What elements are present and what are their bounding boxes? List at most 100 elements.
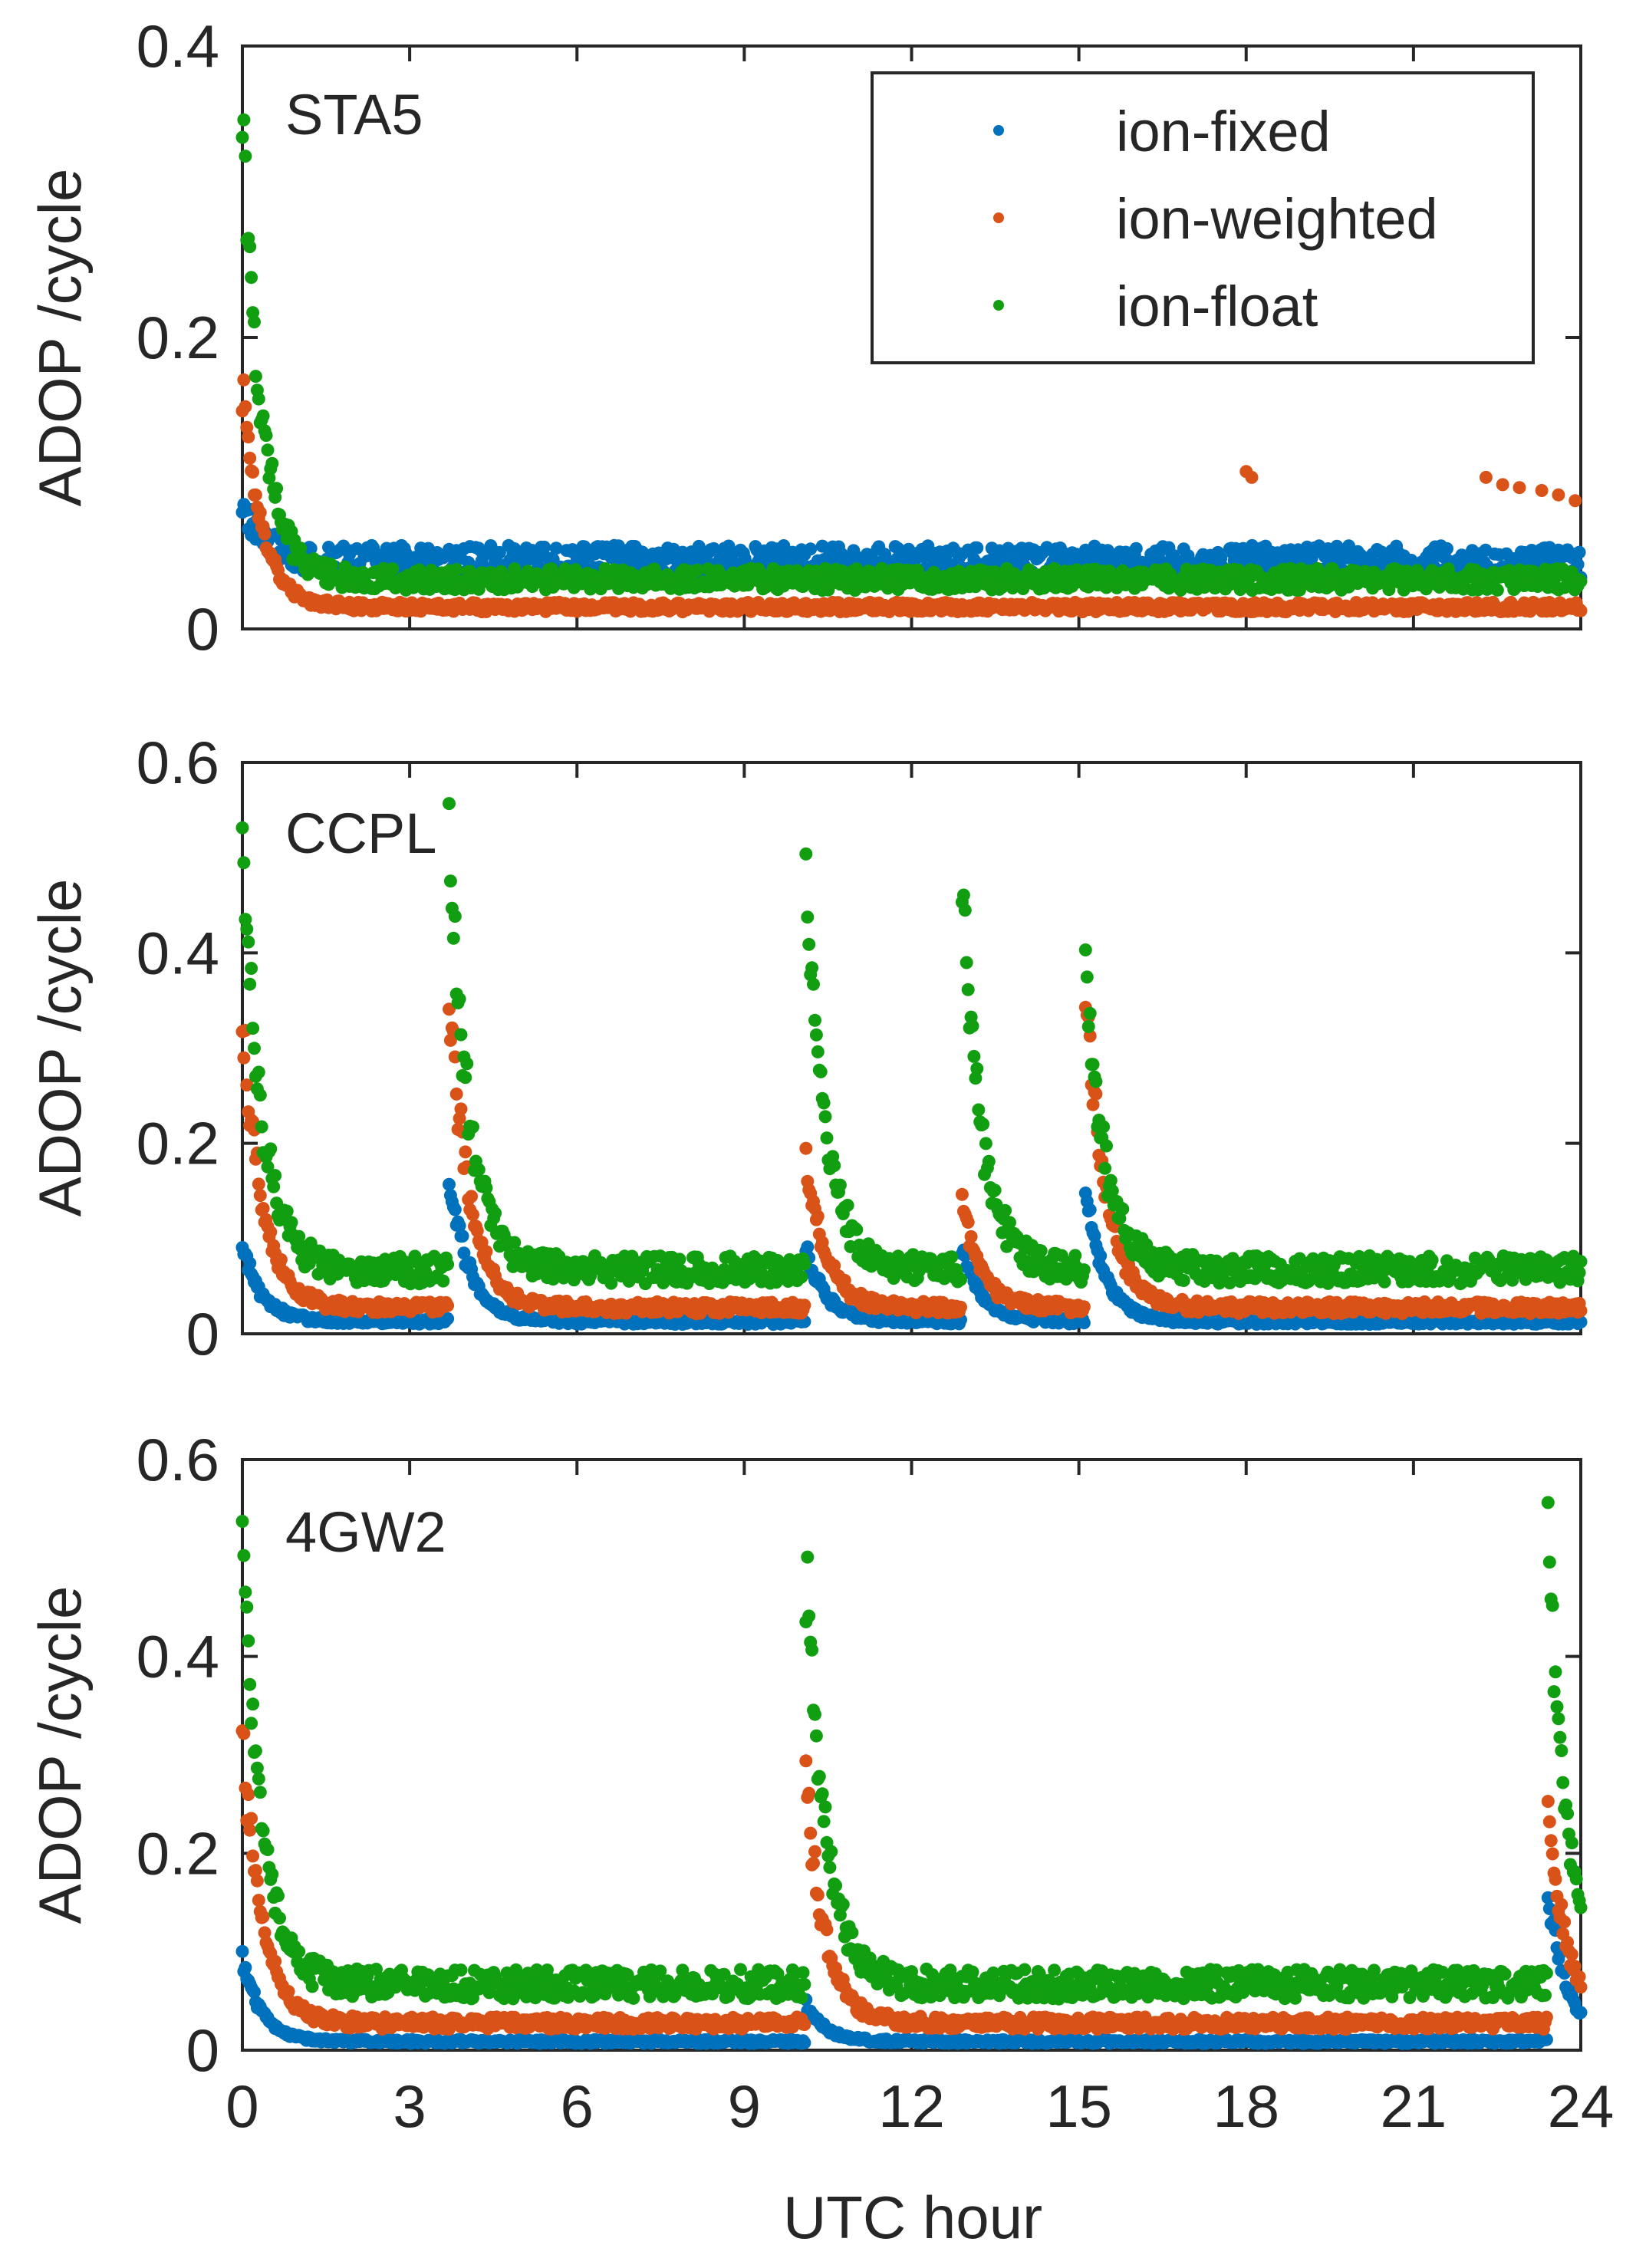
data-point (237, 856, 251, 870)
data-point (239, 400, 252, 413)
series-ion-weighted (235, 373, 1588, 619)
y-tick-label: 0 (186, 595, 219, 663)
data-point (811, 1045, 825, 1058)
data-point (1572, 545, 1586, 559)
panel-sta5: 0 0.2 0.4 STA5 ADOP /cycle ion-fixed ion-w… (26, 12, 1588, 663)
data-point (466, 1120, 479, 1134)
data-point (815, 539, 829, 553)
legend-marker-ion-weighted (993, 212, 1004, 223)
legend-label-ion-fixed: ion-fixed (1116, 100, 1331, 163)
data-point (267, 1180, 281, 1193)
data-point (970, 541, 984, 555)
data-point (1574, 604, 1588, 617)
data-point (258, 527, 272, 541)
data-point (1245, 470, 1259, 484)
data-point (808, 1013, 821, 1027)
y-tick-label: 0.4 (137, 919, 219, 986)
data-point (807, 977, 820, 991)
data-point (253, 1189, 267, 1203)
data-point (954, 1300, 967, 1314)
data-point (285, 1216, 298, 1229)
data-point (270, 482, 284, 495)
data-point (253, 505, 267, 519)
data-point (1552, 488, 1565, 502)
data-point (1089, 1087, 1103, 1101)
data-point (245, 962, 258, 975)
data-point (814, 1065, 828, 1078)
data-point (237, 373, 251, 387)
data-point (256, 1202, 270, 1215)
data-point (261, 443, 275, 457)
data-point (795, 1270, 808, 1284)
data-point (243, 977, 257, 991)
data-point (252, 1177, 265, 1191)
data-point (448, 1203, 462, 1216)
data-point (538, 540, 551, 554)
data-point (1569, 494, 1582, 508)
data-point (441, 1258, 455, 1271)
panel-sta5-y-axis-title: ADOP /cycle (26, 169, 94, 507)
data-point (243, 451, 257, 465)
data-point (818, 1110, 832, 1124)
data-point (459, 1145, 472, 1159)
data-point (1513, 481, 1526, 495)
legend-marker-ion-float (993, 300, 1004, 311)
panel-sta5-station-label: STA5 (285, 83, 423, 146)
data-point (237, 1051, 251, 1065)
data-point (441, 1299, 455, 1312)
data-point (1129, 541, 1143, 555)
legend-label-ion-weighted: ion-weighted (1116, 187, 1438, 251)
data-point (268, 1169, 282, 1183)
data-point (798, 1257, 811, 1271)
data-point (801, 910, 815, 924)
legend-marker-ion-fixed (993, 125, 1004, 136)
data-point (489, 1206, 502, 1220)
data-point (248, 1042, 261, 1055)
data-point (259, 429, 273, 443)
data-point (264, 1225, 278, 1239)
data-point (242, 935, 255, 949)
data-point (799, 847, 813, 861)
legend-label-ion-float: ion-float (1116, 275, 1318, 338)
data-point (456, 1229, 469, 1243)
data-point (805, 961, 819, 975)
data-point (817, 1096, 831, 1110)
data-point (265, 456, 279, 470)
data-point (235, 821, 249, 834)
data-point (955, 1187, 969, 1201)
data-point (1077, 1300, 1091, 1314)
data-point (1094, 1249, 1108, 1262)
data-point (237, 113, 251, 127)
data-point (798, 1299, 811, 1312)
panel-sta5-ticks: 0 0.2 0.4 (137, 12, 1582, 663)
data-point (255, 1120, 268, 1134)
data-point (443, 797, 456, 811)
data-point (492, 545, 506, 559)
data-point (443, 874, 457, 888)
data-point (802, 937, 816, 951)
data-point (820, 1131, 834, 1145)
data-point (249, 488, 262, 502)
data-point (1574, 1304, 1588, 1318)
data-point (453, 992, 466, 1006)
panel-sta5-points (235, 113, 1588, 619)
data-point (1490, 583, 1504, 597)
data-point (446, 931, 460, 945)
data-point (1479, 470, 1493, 484)
data-point (964, 1229, 978, 1243)
data-point (253, 1088, 267, 1102)
data-point (449, 563, 463, 577)
data-point (811, 1210, 825, 1223)
data-point (804, 542, 818, 556)
data-point (833, 1178, 847, 1192)
data-point (454, 1028, 468, 1042)
data-point (1440, 541, 1453, 555)
y-tick-label: 0.4 (137, 12, 219, 80)
panel-ccpl-frame (241, 761, 1582, 1335)
data-point (386, 562, 400, 576)
y-tick-label: 0.2 (137, 304, 219, 371)
data-point (248, 315, 261, 329)
data-point (443, 1177, 456, 1191)
data-point (961, 1216, 975, 1229)
